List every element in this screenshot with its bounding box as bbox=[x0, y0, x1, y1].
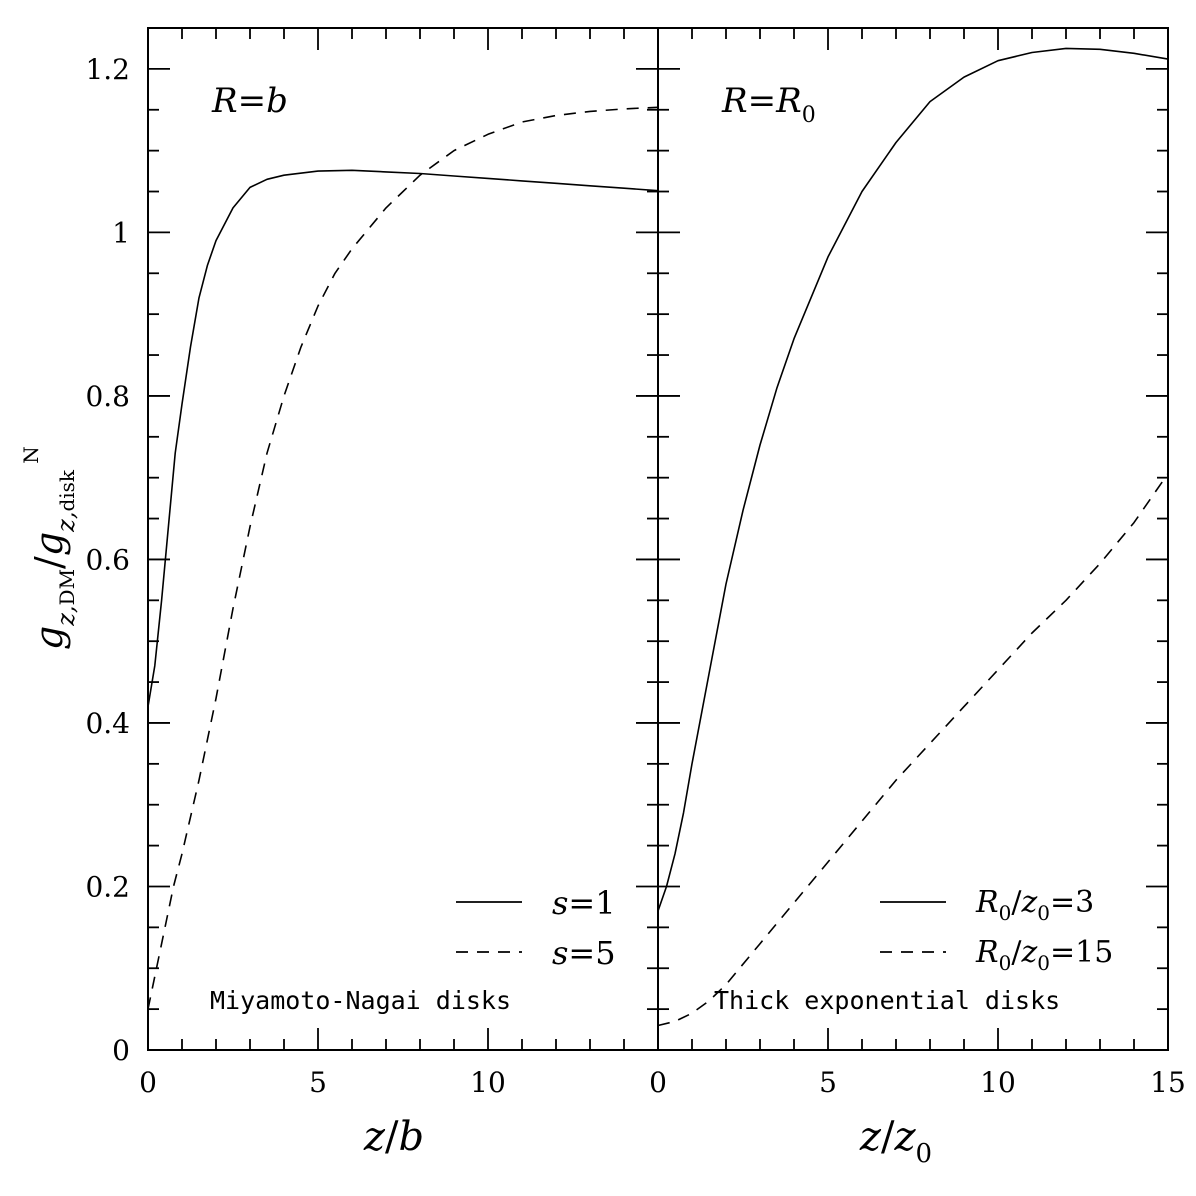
y-label-sub2: z, bbox=[52, 512, 80, 533]
x-label-right-slash: / bbox=[881, 1114, 895, 1160]
y-label-sub2b: disk bbox=[55, 469, 79, 511]
y-tick-label: 0.8 bbox=[85, 380, 130, 413]
x-tick-label: 5 bbox=[309, 1066, 327, 1099]
r3-a: R bbox=[975, 885, 999, 920]
x-label-left-unit: b bbox=[398, 1114, 424, 1160]
r3-b: z bbox=[1020, 885, 1037, 920]
right-cond-rhs-sub: 0 bbox=[802, 103, 816, 128]
y-tick-label: 0.6 bbox=[85, 543, 130, 576]
r15-val: 15 bbox=[1075, 935, 1113, 970]
right-condition-annotation: R=R0 bbox=[721, 81, 816, 128]
x-tick-label: 10 bbox=[470, 1066, 506, 1099]
r3-a-sub: 0 bbox=[999, 901, 1012, 925]
left-legend-s1: s=1 bbox=[552, 884, 616, 922]
right-panel-caption: Thick exponential disks bbox=[714, 986, 1060, 1015]
series-line-right-solid bbox=[657, 47, 1169, 912]
r15-a-sub: 0 bbox=[999, 951, 1012, 975]
x-tick-label: 10 bbox=[980, 1066, 1016, 1099]
x-label-right-var: z bbox=[859, 1114, 882, 1160]
series-line-left-solid bbox=[147, 169, 659, 707]
y-axis-label-superscript: N bbox=[19, 446, 43, 464]
x-axis-label-right: z/z0 bbox=[859, 1114, 932, 1169]
series-line-right-dashed bbox=[657, 473, 1169, 1027]
r3-eq: = bbox=[1050, 885, 1075, 920]
right-legend: R0/z0=3 R0/z0=15 bbox=[880, 885, 1113, 975]
r15-eq: = bbox=[1050, 935, 1075, 970]
left-legend-s5-var: s bbox=[552, 934, 568, 972]
left-condition-annotation: R=b bbox=[211, 81, 288, 121]
left-cond-eq: = bbox=[238, 81, 267, 121]
right-cond-rhs: R bbox=[775, 81, 802, 121]
y-label-sub1: z, bbox=[52, 605, 80, 626]
left-legend-s5: s=5 bbox=[552, 934, 616, 972]
left-legend: s=1 s=5 bbox=[456, 884, 616, 972]
y-label-g2: g bbox=[27, 532, 71, 556]
left-cond-lhs: R bbox=[211, 81, 238, 121]
right-legend-ratio15: R0/z0=15 bbox=[975, 935, 1113, 975]
r3-b-sub: 0 bbox=[1037, 901, 1050, 925]
y-label-sub1b: DM bbox=[55, 569, 79, 606]
y-tick-label: 0.2 bbox=[85, 870, 130, 903]
x-label-right-unit: z bbox=[893, 1114, 916, 1160]
y-tick-label: 1.2 bbox=[85, 53, 130, 86]
r15-b: z bbox=[1020, 935, 1037, 970]
left-panel-caption: Miyamoto-Nagai disks bbox=[210, 986, 511, 1015]
tick-marks bbox=[147, 27, 1169, 1051]
x-label-left-var: z bbox=[363, 1114, 386, 1160]
left-legend-s5-val: 5 bbox=[595, 934, 615, 972]
r3-val: 3 bbox=[1075, 885, 1094, 920]
y-label-g1: g bbox=[27, 626, 71, 650]
r15-slash: / bbox=[1011, 935, 1022, 970]
left-cond-rhs: b bbox=[266, 81, 288, 121]
y-axis-label: gz,DM/gz,disk bbox=[27, 469, 80, 650]
x-tick-label: 5 bbox=[819, 1066, 837, 1099]
r15-b-sub: 0 bbox=[1037, 951, 1050, 975]
plot-frame-right bbox=[657, 27, 1169, 1051]
left-legend-s1-eq: = bbox=[568, 884, 595, 922]
y-tick-label: 0 bbox=[112, 1034, 130, 1067]
plot-frames bbox=[147, 27, 1169, 1051]
left-legend-s1-val: 1 bbox=[595, 884, 615, 922]
x-tick-label: 0 bbox=[139, 1066, 157, 1099]
y-label-slash: / bbox=[27, 556, 71, 569]
y-tick-label: 1 bbox=[112, 216, 130, 249]
x-label-right-unit-sub: 0 bbox=[916, 1139, 933, 1169]
right-cond-eq: = bbox=[748, 81, 777, 121]
x-tick-labels: 0 5 10 0 5 10 15 bbox=[139, 1066, 1186, 1099]
series-line-left-dashed bbox=[147, 106, 659, 1010]
x-axis-label-left: z/b bbox=[363, 1114, 424, 1160]
y-tick-labels: 0 0.2 0.4 0.6 0.8 1 1.2 bbox=[85, 53, 130, 1067]
right-cond-lhs: R bbox=[721, 81, 748, 121]
left-legend-s5-eq: = bbox=[568, 934, 595, 972]
x-label-left-slash: / bbox=[385, 1114, 399, 1160]
r15-a: R bbox=[975, 935, 999, 970]
data-curves bbox=[147, 47, 1169, 1027]
x-tick-label: 15 bbox=[1150, 1066, 1186, 1099]
y-tick-label: 0.4 bbox=[85, 707, 130, 740]
left-legend-s1-var: s bbox=[552, 884, 568, 922]
right-legend-ratio3: R0/z0=3 bbox=[975, 885, 1094, 925]
x-tick-label: 0 bbox=[649, 1066, 667, 1099]
r3-slash: / bbox=[1011, 885, 1022, 920]
